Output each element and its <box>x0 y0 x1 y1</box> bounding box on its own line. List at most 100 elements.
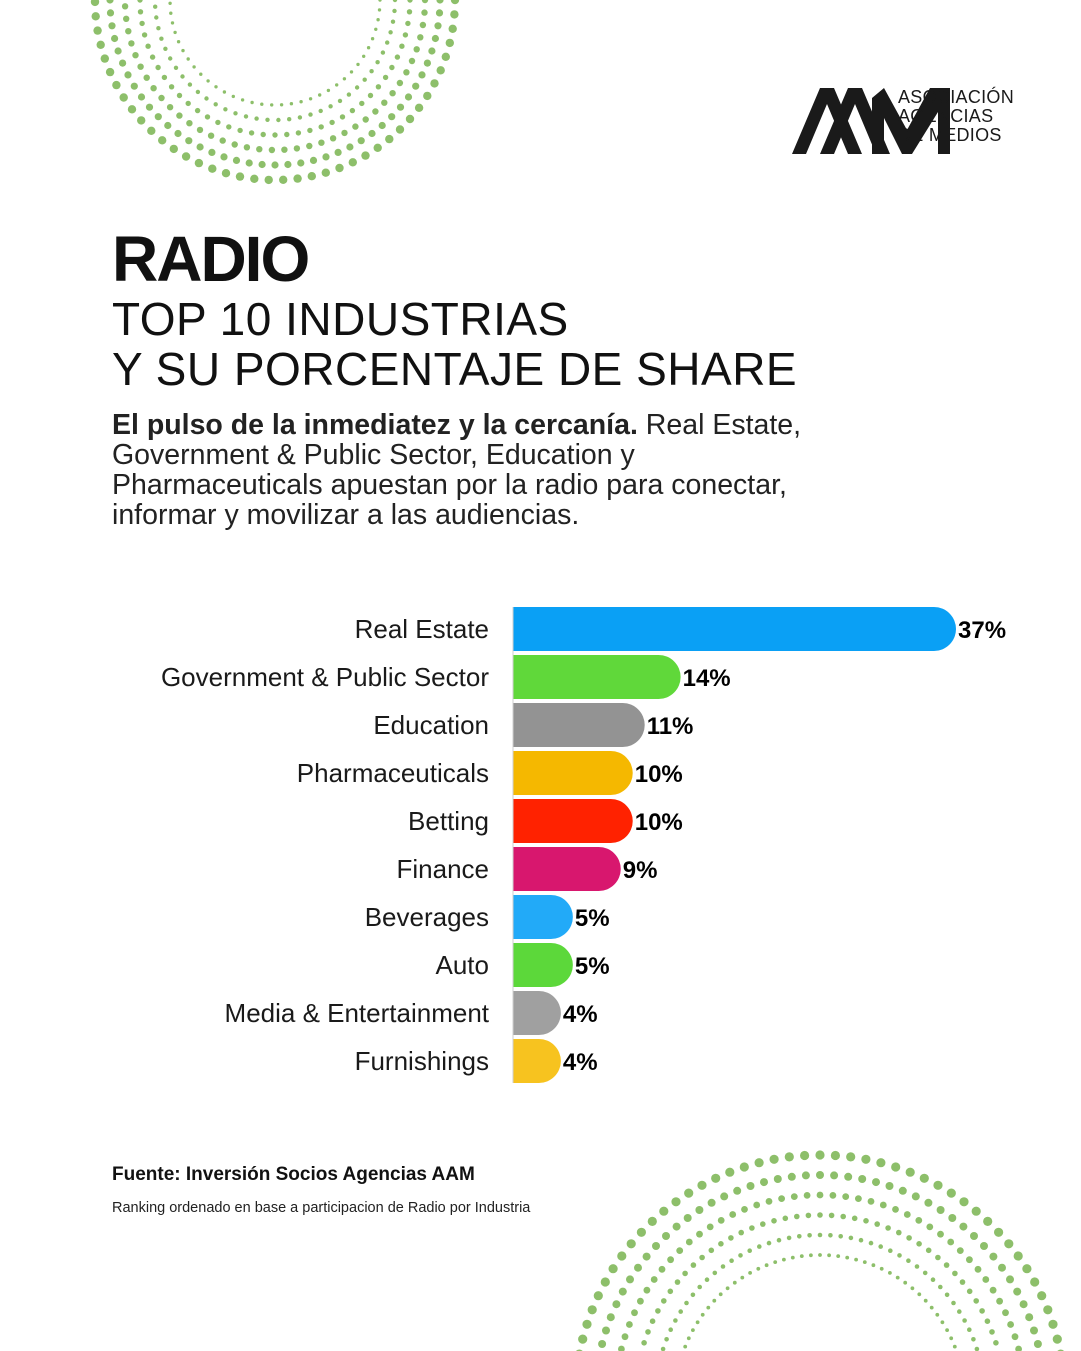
decorative-dot <box>910 1286 915 1291</box>
decorative-dot <box>309 156 318 164</box>
decorative-dot <box>406 9 413 15</box>
decorative-dot <box>445 38 454 48</box>
decorative-dot <box>914 1264 920 1269</box>
decorative-dot <box>173 30 177 35</box>
decorative-dot <box>672 1222 681 1231</box>
decorative-dot <box>911 1192 920 1201</box>
bar-beverages <box>513 895 573 939</box>
decorative-dot <box>717 1217 725 1224</box>
decorative-dot <box>943 1262 950 1268</box>
decorative-dot <box>787 1172 796 1181</box>
decorative-dot <box>738 1229 744 1236</box>
decorative-dot <box>396 103 405 111</box>
decorative-dot <box>1037 1291 1047 1301</box>
decorative-dot <box>176 112 183 119</box>
decorative-dot <box>220 153 228 161</box>
decorative-dot <box>105 67 115 77</box>
decorative-dot <box>270 103 274 107</box>
decorative-dot <box>980 1242 988 1250</box>
category-label: Education <box>373 710 489 740</box>
decorative-dot <box>862 1260 867 1264</box>
decorative-dot <box>769 1154 779 1164</box>
decorative-dot <box>846 1152 856 1162</box>
decorative-dot <box>951 1300 956 1306</box>
decorative-dot <box>421 0 429 4</box>
decorative-dot <box>395 125 405 134</box>
decorative-dot <box>272 132 278 138</box>
decorative-dot <box>1004 1239 1014 1249</box>
decorative-dot <box>879 1201 887 1209</box>
decorative-dot <box>348 158 357 167</box>
decorative-dot <box>375 60 380 65</box>
decorative-dot <box>185 100 191 107</box>
value-label: 9% <box>623 857 658 884</box>
decorative-dot <box>749 1225 755 1231</box>
decorative-dot <box>339 114 346 120</box>
decorative-dot <box>903 1211 911 1218</box>
decorative-dot <box>983 1216 993 1226</box>
decorative-dot <box>729 1211 737 1218</box>
decorative-dot <box>845 1255 850 1260</box>
category-label: Furnishings <box>355 1046 489 1076</box>
decorative-dot <box>185 137 193 145</box>
decorative-dot <box>655 1308 661 1314</box>
decorative-dot <box>828 1212 835 1219</box>
decorative-dot <box>375 84 382 90</box>
bar-finance <box>513 847 621 891</box>
decorative-dot <box>858 1237 864 1243</box>
decorative-dot <box>947 1238 955 1246</box>
decorative-dot <box>700 1312 705 1317</box>
decorative-dot <box>674 1279 681 1285</box>
decorative-dot <box>718 1292 723 1297</box>
decorative-dot <box>1030 1277 1040 1287</box>
decorative-dot <box>377 8 382 12</box>
decorative-dot <box>871 1263 876 1268</box>
decorative-dot <box>154 15 159 20</box>
decorative-dot <box>245 159 253 167</box>
decorative-dot <box>159 36 164 41</box>
value-label: 5% <box>575 905 610 932</box>
decorative-dot <box>308 97 313 101</box>
decorative-dot <box>207 132 215 139</box>
decorative-dot <box>600 1277 610 1287</box>
decorative-dot <box>219 137 226 144</box>
decorative-dot <box>618 1345 625 1351</box>
decorative-dot <box>194 107 201 114</box>
decorative-dot <box>952 1344 957 1349</box>
decorative-dot <box>773 1260 778 1264</box>
decorative-dot <box>368 129 376 138</box>
decorative-dot <box>279 103 284 107</box>
decorative-dot <box>284 160 292 169</box>
decorative-dot <box>149 54 156 60</box>
decorative-dot <box>863 1218 869 1224</box>
decorative-dot <box>697 1180 707 1190</box>
decorative-dot <box>441 52 450 61</box>
decorative-dot <box>243 114 249 119</box>
decorative-dot <box>695 1320 700 1325</box>
decorative-dot <box>173 65 179 71</box>
decorative-dot <box>435 9 444 17</box>
decorative-dot <box>874 1221 880 1227</box>
decorative-dot <box>100 54 110 63</box>
decorative-dot <box>106 0 114 4</box>
decorative-dot <box>807 1233 812 1238</box>
decorative-dot <box>587 1305 597 1315</box>
decorative-dot <box>790 1255 795 1260</box>
category-label: Auto <box>436 950 490 980</box>
decorative-dot <box>141 32 148 38</box>
decorative-dot <box>876 1158 886 1168</box>
decorative-dot <box>848 1235 854 1241</box>
decorative-dot <box>214 85 218 89</box>
decorative-dot <box>318 93 322 97</box>
decorative-dot <box>996 1297 1003 1305</box>
decorative-dot <box>944 1292 950 1298</box>
decorative-dot <box>180 74 185 79</box>
decorative-dot <box>349 70 354 74</box>
ranking-note: Ranking ordenado en base a participacion… <box>112 1200 531 1216</box>
decorative-dot <box>96 40 105 49</box>
decorative-dot <box>408 57 416 65</box>
decorative-dot <box>809 1253 813 1258</box>
decorative-dot <box>706 1223 714 1231</box>
decorative-dot <box>683 1344 688 1349</box>
decorative-dot <box>923 1298 928 1303</box>
